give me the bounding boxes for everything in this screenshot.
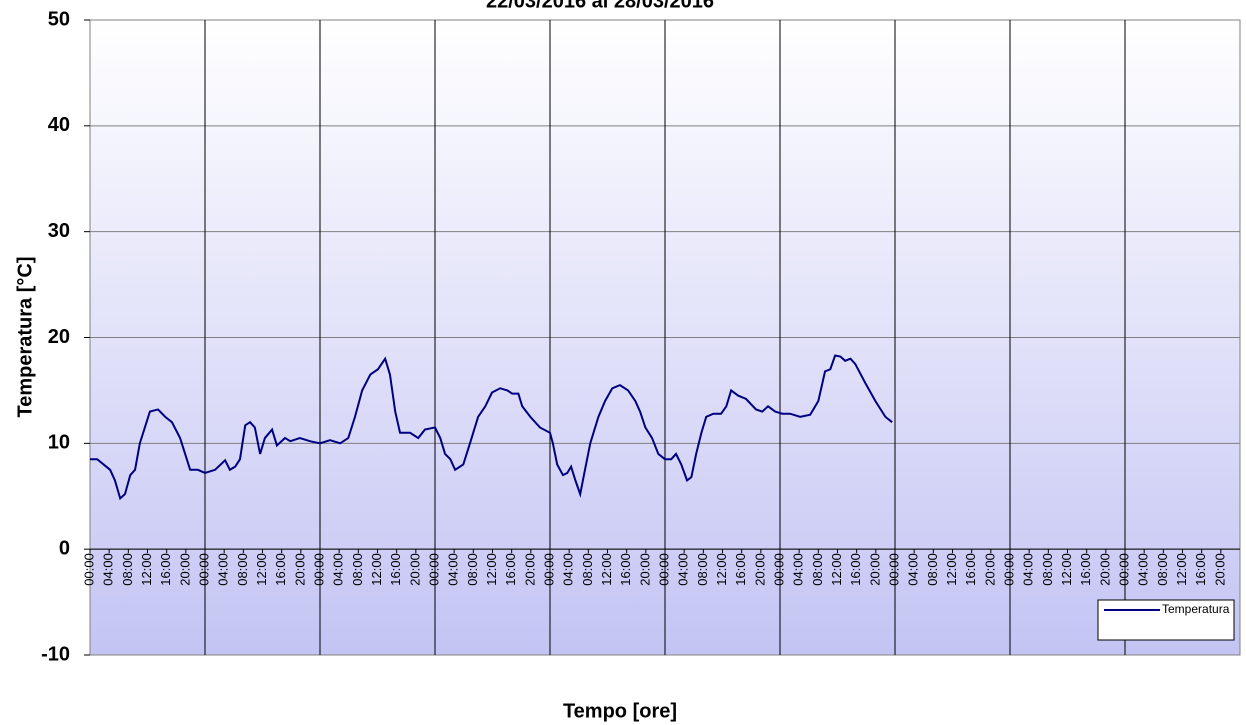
x-tick-label: 12:00 bbox=[484, 553, 499, 586]
x-tick-label: 04:00 bbox=[906, 553, 921, 586]
x-tick-label: 16:00 bbox=[733, 553, 748, 586]
x-tick-label: 04:00 bbox=[791, 553, 806, 586]
x-tick-label: 08:00 bbox=[925, 553, 940, 586]
x-tick-label: 12:00 bbox=[1059, 553, 1074, 586]
x-tick-label: 16:00 bbox=[848, 553, 863, 586]
x-tick-label: 04:00 bbox=[216, 553, 231, 586]
x-tick-label: 16:00 bbox=[618, 553, 633, 586]
x-tick-label: 04:00 bbox=[446, 553, 461, 586]
x-tick-label: 00:00 bbox=[196, 553, 211, 586]
x-tick-label: 08:00 bbox=[235, 553, 250, 586]
y-tick-label: -10 bbox=[41, 643, 70, 665]
x-tick-label: 20:00 bbox=[1212, 553, 1227, 586]
y-tick-label: 20 bbox=[48, 326, 70, 348]
x-tick-label: 04:00 bbox=[101, 553, 116, 586]
x-tick-label: 04:00 bbox=[676, 553, 691, 586]
x-tick-label: 16:00 bbox=[273, 553, 288, 586]
x-tick-label: 16:00 bbox=[1193, 553, 1208, 586]
x-tick-label: 20:00 bbox=[637, 553, 652, 586]
x-tick-label: 00:00 bbox=[311, 553, 326, 586]
x-tick-label: 04:00 bbox=[1136, 553, 1151, 586]
x-tick-label: 08:00 bbox=[580, 553, 595, 586]
x-tick-label: 20:00 bbox=[407, 553, 422, 586]
y-tick-label: 30 bbox=[48, 220, 70, 242]
x-axis-label: Tempo [ore] bbox=[563, 700, 677, 722]
x-tick-label: 00:00 bbox=[771, 553, 786, 586]
x-tick-label: 08:00 bbox=[1155, 553, 1170, 586]
x-tick-label: 08:00 bbox=[120, 553, 135, 586]
x-tick-label: 12:00 bbox=[829, 553, 844, 586]
y-tick-label: 40 bbox=[48, 114, 70, 136]
legend-box bbox=[1097, 599, 1235, 641]
x-tick-label: 20:00 bbox=[1097, 553, 1112, 586]
x-tick-label: 12:00 bbox=[139, 553, 154, 586]
x-tick-label: 16:00 bbox=[503, 553, 518, 586]
y-tick-label: 0 bbox=[59, 537, 70, 559]
x-tick-label: 16:00 bbox=[1078, 553, 1093, 586]
x-tick-label: 12:00 bbox=[714, 553, 729, 586]
x-tick-label: 16:00 bbox=[158, 553, 173, 586]
x-tick-label: 20:00 bbox=[177, 553, 192, 586]
x-tick-label: 16:00 bbox=[963, 553, 978, 586]
x-tick-label: 00:00 bbox=[426, 553, 441, 586]
x-tick-label: 12:00 bbox=[254, 553, 269, 586]
y-tick-label: 10 bbox=[48, 432, 70, 454]
x-tick-label: 12:00 bbox=[944, 553, 959, 586]
x-tick-label: 12:00 bbox=[599, 553, 614, 586]
x-tick-label: 08:00 bbox=[350, 553, 365, 586]
x-tick-label: 12:00 bbox=[1174, 553, 1189, 586]
x-tick-label: 20:00 bbox=[292, 553, 307, 586]
x-tick-label: 08:00 bbox=[810, 553, 825, 586]
x-tick-label: 20:00 bbox=[867, 553, 882, 586]
x-tick-label: 04:00 bbox=[1021, 553, 1036, 586]
x-tick-label: 00:00 bbox=[656, 553, 671, 586]
x-tick-label: 00:00 bbox=[886, 553, 901, 586]
x-tick-label: 04:00 bbox=[561, 553, 576, 586]
x-tick-label: 00:00 bbox=[81, 553, 96, 586]
legend-label: Temperatura bbox=[1162, 602, 1230, 616]
x-tick-label: 00:00 bbox=[1001, 553, 1016, 586]
x-tick-label: 00:00 bbox=[541, 553, 556, 586]
x-tick-label: 16:00 bbox=[388, 553, 403, 586]
x-tick-label: 08:00 bbox=[695, 553, 710, 586]
chart-title: 22/03/2016 al 28/03/2016 bbox=[486, 0, 714, 12]
x-tick-label: 20:00 bbox=[522, 553, 537, 586]
y-tick-label: 50 bbox=[48, 8, 70, 30]
x-tick-label: 12:00 bbox=[369, 553, 384, 586]
x-tick-label: 04:00 bbox=[331, 553, 346, 586]
line bbox=[90, 354, 893, 501]
x-tick-label: 00:00 bbox=[1116, 553, 1131, 586]
x-tick-label: 08:00 bbox=[465, 553, 480, 586]
x-tick-label: 20:00 bbox=[982, 553, 997, 586]
y-axis-label: Temperatura [°C] bbox=[14, 257, 36, 418]
x-tick-label: 20:00 bbox=[752, 553, 767, 586]
x-tick-label: 08:00 bbox=[1040, 553, 1055, 586]
